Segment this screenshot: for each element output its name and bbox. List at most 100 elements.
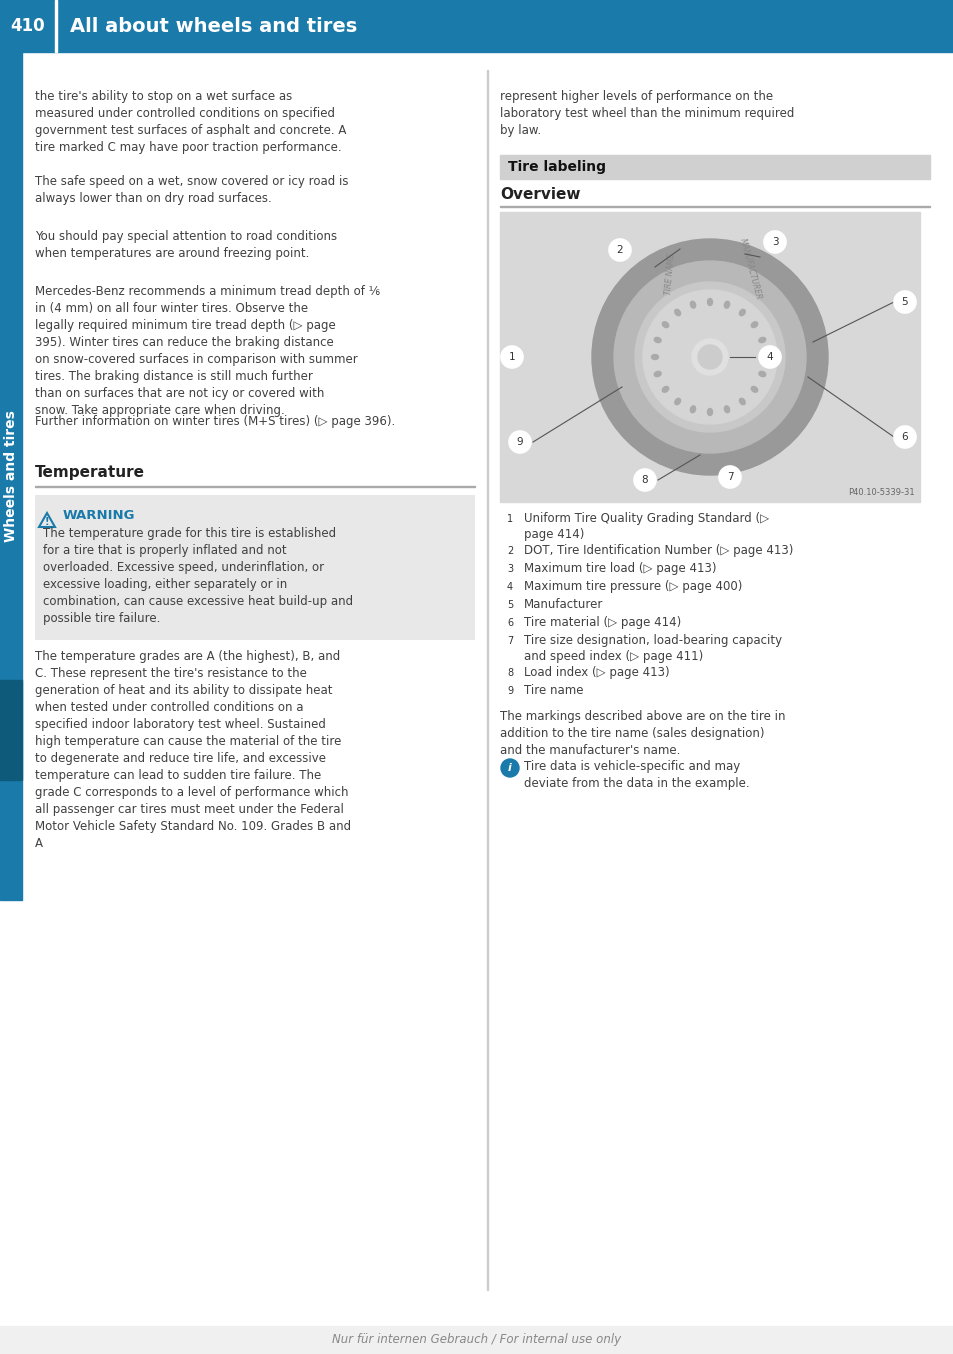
Ellipse shape — [661, 386, 668, 393]
Ellipse shape — [723, 302, 729, 309]
Bar — [0, 680, 22, 780]
Ellipse shape — [654, 371, 660, 376]
Circle shape — [635, 282, 784, 432]
Text: Maximum tire pressure (▷ page 400): Maximum tire pressure (▷ page 400) — [523, 580, 741, 593]
Text: 9: 9 — [517, 437, 523, 447]
Circle shape — [500, 578, 518, 596]
Circle shape — [500, 596, 518, 613]
Text: 6: 6 — [506, 617, 513, 628]
Text: TIRE NAME: TIRE NAME — [663, 253, 676, 295]
Ellipse shape — [651, 355, 658, 360]
Ellipse shape — [758, 371, 765, 376]
Circle shape — [500, 542, 518, 561]
Text: 5: 5 — [506, 600, 513, 611]
Text: 9: 9 — [506, 686, 513, 696]
Text: MANUFACTURER: MANUFACTURER — [737, 237, 761, 301]
Text: Tire material (▷ page 414): Tire material (▷ page 414) — [523, 616, 680, 630]
Circle shape — [698, 345, 721, 370]
Bar — [0, 1326, 953, 1354]
Ellipse shape — [674, 398, 679, 405]
Text: 4: 4 — [506, 582, 513, 592]
Text: 4: 4 — [766, 352, 773, 362]
Circle shape — [763, 232, 785, 253]
Circle shape — [608, 240, 630, 261]
Text: Load index (▷ page 413): Load index (▷ page 413) — [523, 666, 669, 678]
Text: DOT, Tire Identification Number (▷ page 413): DOT, Tire Identification Number (▷ page … — [523, 544, 793, 556]
Ellipse shape — [739, 398, 744, 405]
Text: 6: 6 — [901, 432, 907, 441]
Circle shape — [893, 291, 915, 313]
Text: Uniform Tire Quality Grading Standard (▷
page 414): Uniform Tire Quality Grading Standard (▷… — [523, 512, 768, 542]
Circle shape — [500, 510, 518, 528]
Text: Wheels and tires: Wheels and tires — [4, 410, 18, 542]
Bar — [55, 0, 57, 51]
Text: Manufacturer: Manufacturer — [523, 598, 602, 611]
Text: represent higher levels of performance on the
laboratory test wheel than the min: represent higher levels of performance o… — [499, 89, 794, 137]
Text: P40.10-5339-31: P40.10-5339-31 — [847, 487, 914, 497]
Ellipse shape — [690, 406, 695, 413]
Ellipse shape — [707, 409, 712, 416]
Circle shape — [500, 613, 518, 632]
Text: 8: 8 — [506, 668, 513, 678]
Ellipse shape — [760, 355, 768, 360]
Text: 1: 1 — [508, 352, 515, 362]
Text: 410: 410 — [10, 18, 45, 35]
Circle shape — [500, 682, 518, 700]
Circle shape — [759, 347, 781, 368]
Circle shape — [500, 663, 518, 682]
Circle shape — [691, 338, 727, 375]
Circle shape — [893, 427, 915, 448]
Text: 5: 5 — [901, 297, 907, 307]
Text: You should pay special attention to road conditions
when temperatures are around: You should pay special attention to road… — [35, 230, 336, 260]
Circle shape — [592, 240, 827, 475]
Text: Tire size designation, load-bearing capacity
and speed index (▷ page 411): Tire size designation, load-bearing capa… — [523, 634, 781, 663]
Text: The temperature grades are A (the highest), B, and
C. These represent the tire's: The temperature grades are A (the highes… — [35, 650, 351, 850]
Circle shape — [719, 466, 740, 487]
Text: 8: 8 — [641, 475, 648, 485]
Text: 2: 2 — [616, 245, 622, 255]
Text: Overview: Overview — [499, 187, 579, 202]
Ellipse shape — [690, 302, 695, 309]
Bar — [499, 213, 919, 502]
Bar — [499, 154, 929, 179]
Text: All about wheels and tires: All about wheels and tires — [70, 16, 356, 35]
Ellipse shape — [674, 309, 679, 315]
Circle shape — [500, 561, 518, 578]
Text: The markings described above are on the tire in
addition to the tire name (sales: The markings described above are on the … — [499, 709, 784, 757]
Text: Tire labeling: Tire labeling — [507, 160, 605, 175]
Text: 2: 2 — [506, 546, 513, 556]
Text: 1: 1 — [506, 515, 513, 524]
Ellipse shape — [751, 386, 757, 393]
Text: i: i — [508, 764, 512, 773]
Ellipse shape — [707, 298, 712, 306]
Text: Maximum tire load (▷ page 413): Maximum tire load (▷ page 413) — [523, 562, 716, 575]
Circle shape — [500, 632, 518, 650]
Text: WARNING: WARNING — [63, 509, 135, 523]
Bar — [0, 0, 953, 51]
Circle shape — [634, 468, 656, 492]
Text: The temperature grade for this tire is established
for a tire that is properly i: The temperature grade for this tire is e… — [43, 527, 353, 626]
Text: !: ! — [45, 517, 50, 527]
Text: 7: 7 — [506, 636, 513, 646]
Ellipse shape — [723, 406, 729, 413]
Text: Tire name: Tire name — [523, 684, 583, 697]
Text: Temperature: Temperature — [35, 464, 145, 481]
Ellipse shape — [661, 322, 668, 328]
Circle shape — [500, 760, 518, 777]
Circle shape — [500, 347, 522, 368]
Text: Further information on winter tires (M+S tires) (▷ page 396).: Further information on winter tires (M+S… — [35, 414, 395, 428]
FancyBboxPatch shape — [35, 496, 475, 640]
Text: The safe speed on a wet, snow covered or icy road is
always lower than on dry ro: The safe speed on a wet, snow covered or… — [35, 175, 348, 204]
Text: the tire's ability to stop on a wet surface as
measured under controlled conditi: the tire's ability to stop on a wet surf… — [35, 89, 346, 154]
Text: Tire data is vehicle-specific and may
deviate from the data in the example.: Tire data is vehicle-specific and may de… — [523, 760, 749, 789]
Ellipse shape — [758, 337, 765, 343]
Ellipse shape — [654, 337, 660, 343]
Circle shape — [614, 261, 805, 454]
Bar — [0, 51, 22, 900]
Text: Mercedes-Benz recommends a minimum tread depth of ⅙
in (4 mm) on all four winter: Mercedes-Benz recommends a minimum tread… — [35, 284, 379, 417]
Bar — [486, 70, 488, 1290]
Text: 3: 3 — [506, 565, 513, 574]
Text: Nur für internen Gebrauch / For internal use only: Nur für internen Gebrauch / For internal… — [332, 1334, 621, 1346]
Ellipse shape — [739, 309, 744, 315]
Circle shape — [509, 431, 531, 454]
